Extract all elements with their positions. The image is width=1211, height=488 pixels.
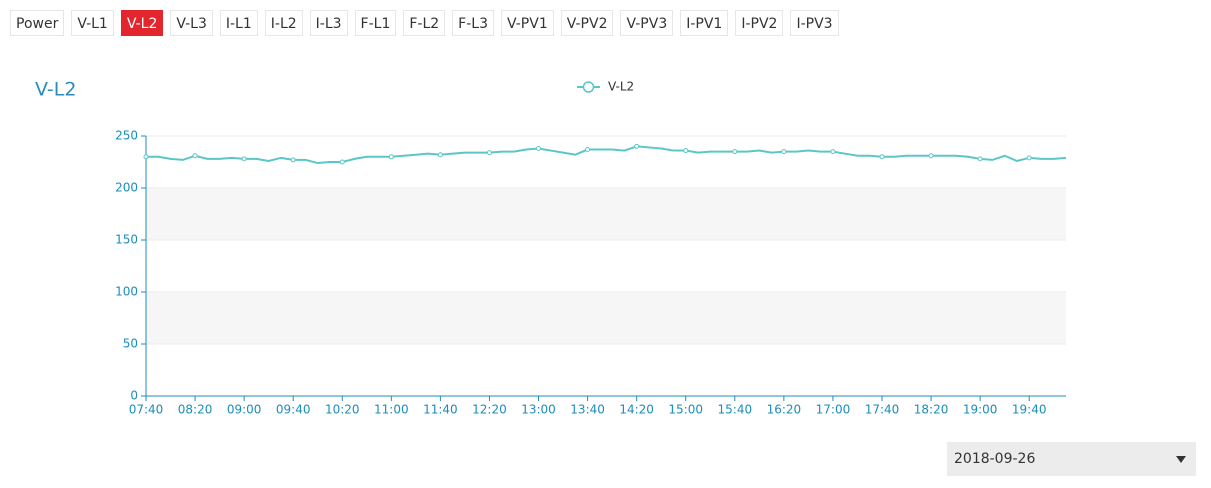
tab[interactable]: V-L2	[120, 10, 164, 36]
legend-marker	[582, 81, 595, 93]
tab[interactable]: I-PV2	[735, 10, 784, 36]
x-tick-label: 09:40	[276, 403, 311, 417]
tab[interactable]: V-PV3	[620, 10, 674, 36]
y-tick-label: 0	[130, 389, 138, 403]
x-tick-label: 19:40	[1012, 403, 1047, 417]
x-tick-label: 14:20	[619, 403, 654, 417]
x-tick-label: 15:40	[718, 403, 753, 417]
data-point	[977, 156, 983, 162]
data-point	[585, 147, 591, 153]
y-tick-label: 150	[115, 233, 138, 247]
tab[interactable]: F-L2	[403, 10, 446, 36]
tab[interactable]: V-L1	[71, 10, 114, 36]
tab[interactable]: Power	[10, 10, 65, 36]
tab[interactable]: I-L2	[264, 10, 303, 36]
x-tick-label: 13:00	[521, 403, 556, 417]
legend-label: V-L2	[608, 80, 634, 94]
x-tick-label: 18:20	[914, 403, 949, 417]
data-point	[388, 154, 394, 160]
x-tick-label: 16:20	[767, 403, 802, 417]
tab[interactable]: I-L1	[219, 10, 258, 36]
data-point	[928, 153, 934, 159]
tab[interactable]: I-PV3	[790, 10, 839, 36]
data-point	[781, 149, 787, 155]
tab[interactable]: F-L3	[452, 10, 494, 36]
x-tick-label: 10:20	[325, 403, 360, 417]
data-point	[1026, 155, 1032, 161]
split-area	[146, 292, 1066, 344]
x-tick-label: 17:00	[816, 403, 851, 417]
x-tick-label: 17:40	[865, 403, 900, 417]
dropdown-arrow	[1176, 456, 1186, 463]
split-area	[146, 188, 1066, 240]
y-tick-label: 50	[123, 337, 138, 351]
date-select[interactable]: 2018-09-26	[947, 442, 1196, 476]
x-tick-label: 07:40	[129, 403, 164, 417]
data-point	[683, 148, 689, 154]
x-tick-label: 09:00	[227, 403, 262, 417]
tab-bar: Power V-L1 V-L2 V-L3 I-L1 I-L2 I-L3 F-L1 F-L2 F-L…	[10, 10, 839, 36]
tab[interactable]: V-L3	[170, 10, 213, 36]
y-tick-label: 200	[115, 181, 138, 195]
data-point	[241, 156, 247, 162]
data-point	[437, 152, 443, 158]
data-point	[143, 154, 149, 160]
date-value: 2018-09-26	[954, 451, 1036, 467]
series-line	[146, 145, 1067, 165]
tab[interactable]: F-L1	[354, 10, 397, 36]
tab[interactable]: I-L3	[309, 10, 348, 36]
x-tick-label: 11:40	[423, 403, 458, 417]
data-point	[879, 154, 885, 160]
data-point	[192, 153, 198, 159]
data-point	[486, 150, 492, 156]
chart: V-L2 0 50 100 150 200 250 07:40 08:20 09:00 09:40…	[35, 79, 1067, 417]
tab[interactable]: I-PV1	[680, 10, 729, 36]
data-point	[634, 143, 640, 149]
x-tick-label: 13:40	[570, 403, 605, 417]
data-point	[732, 149, 738, 155]
data-point	[339, 159, 345, 165]
data-point	[290, 157, 296, 163]
y-tick-label: 100	[115, 285, 138, 299]
tab[interactable]: V-PV2	[560, 10, 614, 36]
x-tick-label: 19:00	[963, 403, 998, 417]
tab[interactable]: V-PV1	[500, 10, 554, 36]
y-tick-label: 250	[115, 129, 138, 143]
x-tick-label: 15:00	[668, 403, 703, 417]
data-point	[830, 149, 836, 155]
x-tick-label: 12:20	[472, 403, 507, 417]
x-tick-label: 11:00	[374, 403, 409, 417]
x-tick-label: 08:20	[178, 403, 213, 417]
data-point	[536, 145, 542, 151]
chart-title: V-L2	[35, 79, 76, 101]
